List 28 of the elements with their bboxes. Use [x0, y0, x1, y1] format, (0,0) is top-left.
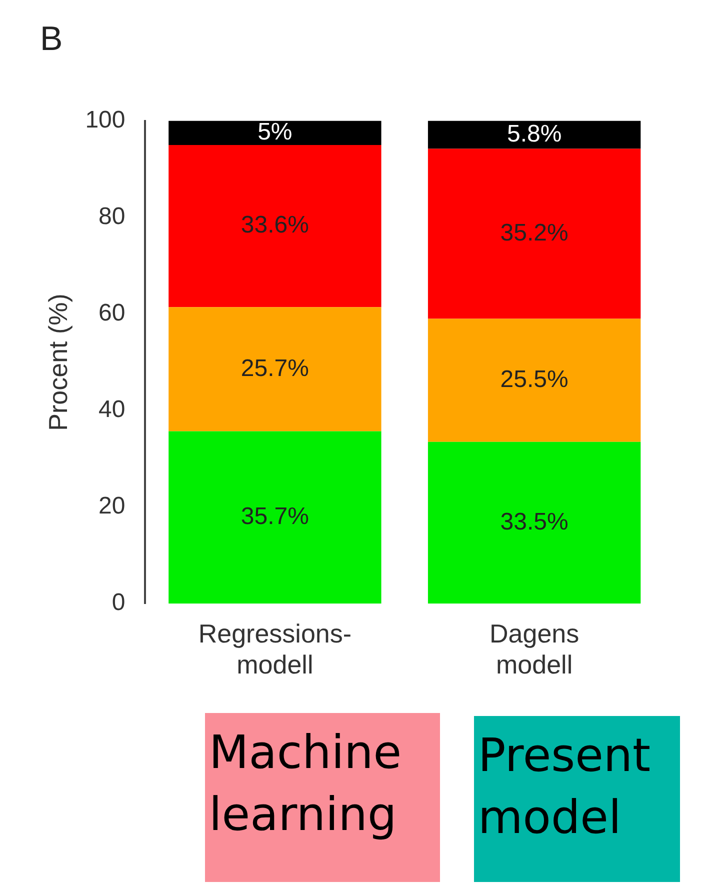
text: Machine learning: [205, 713, 440, 882]
data-label: 35.2%: [500, 219, 568, 246]
data-label: 5.8%: [506, 120, 562, 148]
data-label: 33.6%: [240, 212, 309, 239]
y-axis-title: Procent (%): [42, 294, 73, 431]
bar: [428, 442, 641, 604]
bar: [168, 431, 382, 604]
y-tick-label: 40: [98, 396, 126, 424]
y-tick-label: 20: [98, 492, 126, 520]
data-label: 5%: [258, 118, 292, 146]
y-tick-label: 80: [98, 202, 126, 230]
bar: [428, 318, 641, 442]
bar: [428, 148, 641, 319]
x-tick-label: Regressions- modell: [198, 618, 352, 680]
bar: [168, 307, 382, 432]
data-label: 25.7%: [240, 354, 309, 382]
data-label: 33.5%: [500, 508, 568, 536]
y-tick-label: 0: [112, 589, 126, 616]
bar: [168, 120, 382, 145]
data-label: 35.7%: [240, 503, 309, 530]
x-tick-label: Dagens modell: [490, 618, 580, 680]
bar: [168, 144, 382, 308]
bar: [428, 120, 641, 149]
y-tick-label: 100: [85, 106, 126, 134]
text: Present model: [474, 716, 680, 882]
chart-title: B: [40, 20, 63, 58]
y-tick-label: 60: [98, 300, 126, 327]
data-label: 25.5%: [500, 366, 568, 393]
